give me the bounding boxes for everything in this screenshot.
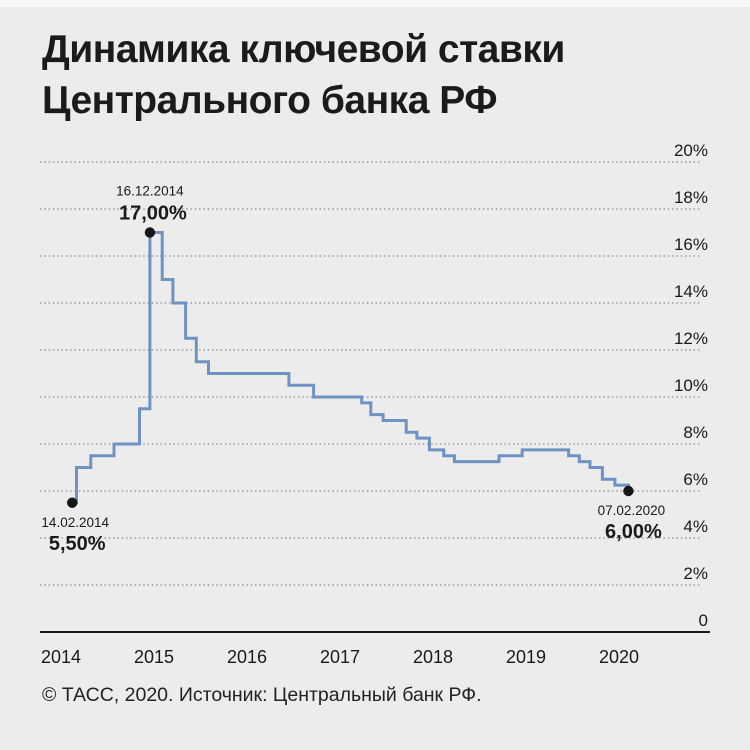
y-axis-tick-label: 0 [699,611,708,630]
y-axis-tick-label: 18% [674,188,708,207]
top-strip [0,0,750,7]
annotation-dot [144,227,156,238]
y-axis-tick-label: 6% [683,470,708,489]
annotation-dot [67,497,78,508]
annotation-rate-label: 5,50% [49,533,106,555]
x-axis-year-label: 2019 [506,647,546,667]
annotation-date-label: 14.02.2014 [41,515,109,530]
y-axis-tick-label: 14% [674,282,708,301]
source-caption: © ТАСС, 2020. Источник: Центральный банк… [42,684,482,706]
page-title: Динамика ключевой ставки Центрального ба… [42,24,565,126]
x-axis-year-label: 2015 [134,647,174,667]
x-axis-year-label: 2018 [413,647,453,667]
title-line-1: Динамика ключевой ставки [42,28,565,71]
annotation-date-label: 07.02.2020 [598,503,666,518]
y-axis-tick-label: 20% [674,141,708,160]
title-line-2: Центрального банка РФ [42,79,498,122]
y-axis-tick-label: 12% [674,329,708,348]
annotation-rate-label: 6,00% [605,521,662,543]
y-axis-tick-label: 8% [683,423,708,442]
x-axis-year-label: 2017 [320,647,360,667]
y-axis-tick-label: 4% [683,517,708,536]
y-axis-tick-label: 16% [674,235,708,254]
annotation-date-label: 16.12.2014 [116,184,184,199]
key-rate-step-line [72,231,630,505]
x-axis-year-label: 2016 [227,647,267,667]
y-axis-tick-label: 10% [674,376,708,395]
y-axis-tick-label: 2% [683,564,708,583]
annotation-rate-label: 17,00% [119,203,187,225]
x-axis-year-label: 2020 [599,647,639,667]
x-axis-year-label: 2014 [41,647,81,667]
annotation-dot [623,485,634,497]
